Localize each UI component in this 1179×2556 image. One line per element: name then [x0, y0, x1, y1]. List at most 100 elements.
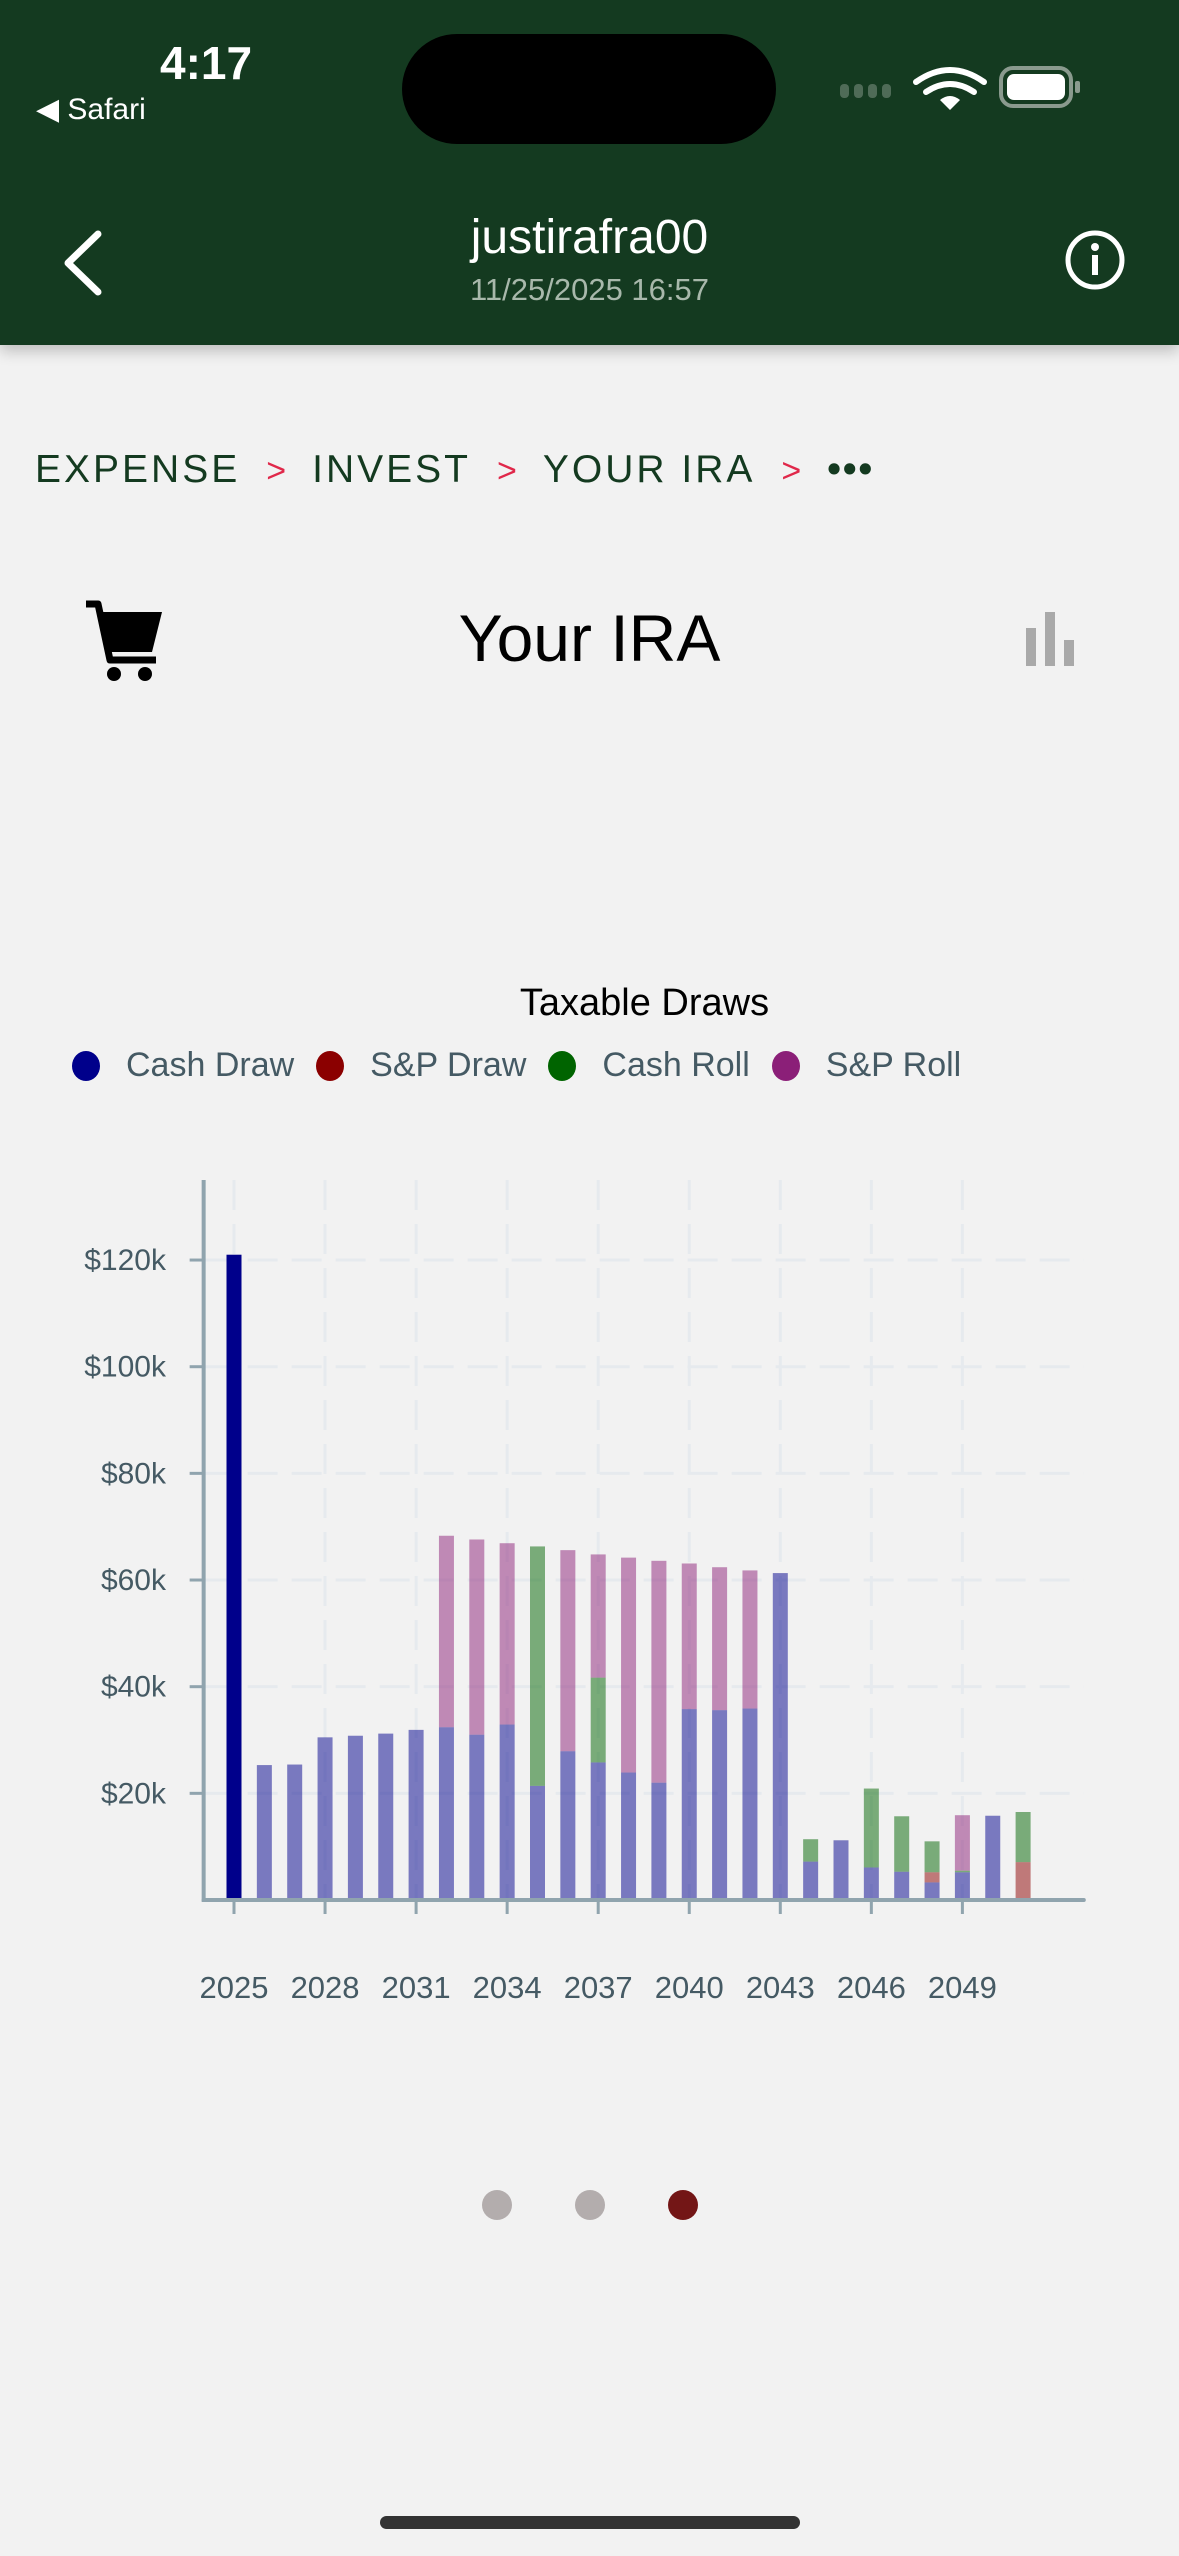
back-to-safari[interactable]: ◀ Safari	[36, 93, 146, 126]
breadcrumb-separator: >	[266, 452, 287, 490]
breadcrumb-your-ira[interactable]: YOUR IRA	[542, 448, 756, 491]
x-tick-label: 2028	[291, 1970, 360, 2005]
header-subtitle: 11/25/2025 16:57	[469, 272, 710, 307]
bar-s-p-draw-2048	[924, 1872, 940, 1883]
dynamic-island	[402, 34, 776, 144]
bar-s-p-roll-2042	[742, 1570, 758, 1709]
breadcrumb: EXPENSE > INVEST > YOUR IRA > •••	[35, 448, 874, 492]
bar-cash-draw-2041	[712, 1710, 728, 1900]
bar-cash-roll-2037	[590, 1677, 606, 1763]
cellular-signal-icon	[840, 84, 891, 98]
info-circle-icon[interactable]	[1063, 228, 1127, 292]
x-tick-label: 2025	[200, 1970, 269, 2005]
status-icons	[840, 66, 1080, 110]
x-tick-label: 2031	[382, 1970, 451, 2005]
bar-cash-draw-2042	[742, 1708, 758, 1900]
bar-cash-roll-2035	[530, 1546, 545, 1786]
bar-cash-draw-2033	[469, 1734, 485, 1900]
breadcrumb-separator: >	[496, 452, 517, 490]
breadcrumb-separator: >	[781, 452, 802, 490]
bar-chart-icon[interactable]	[1022, 610, 1082, 670]
x-tick-label: 2037	[564, 1970, 633, 2005]
x-tick-label: 2046	[837, 1970, 906, 2005]
bar-cash-draw-2032	[438, 1727, 454, 1900]
bar-cash-roll-2051	[1015, 1812, 1031, 1863]
legend-marker	[72, 1050, 100, 1081]
bar-s-p-roll-2041	[712, 1567, 728, 1711]
bar-cash-draw-2037	[590, 1762, 606, 1900]
x-tick-label: 2049	[928, 1970, 997, 2005]
bar-s-p-roll-2049	[954, 1815, 970, 1871]
bar-cash-draw-2044	[803, 1861, 819, 1900]
x-tick-label: 2034	[473, 1970, 542, 2005]
bar-cash-draw-2043	[772, 1573, 788, 1900]
page-title: Your IRA	[458, 601, 721, 675]
wifi-icon	[913, 67, 987, 110]
bar-cash-draw-2047	[894, 1871, 910, 1900]
bar-cash-draw-2038	[621, 1772, 637, 1900]
legend-label: Cash Roll	[602, 1046, 750, 1084]
bar-cash-draw-2050	[985, 1815, 1001, 1900]
legend-label: S&P Draw	[370, 1046, 527, 1084]
bar-s-p-roll-2038	[621, 1557, 637, 1773]
bar-cash-roll-2047	[894, 1816, 910, 1872]
cart-icon[interactable]	[80, 598, 170, 688]
legend-item[interactable]: S&P Draw	[316, 1046, 526, 1085]
x-tick-label: 2040	[655, 1970, 724, 2005]
bar-s-p-roll-2039	[651, 1560, 667, 1783]
bar-cash-draw-2026	[256, 1765, 272, 1900]
breadcrumb-invest[interactable]: INVEST	[312, 448, 471, 491]
y-tick-label: $60k	[101, 1564, 167, 1597]
bar-cash-draw-2049	[954, 1872, 970, 1900]
header-title: justirafra00	[470, 211, 709, 264]
bar-cash-roll-2046	[863, 1788, 879, 1868]
bar-s-p-roll-2036	[560, 1550, 576, 1752]
legend-marker	[316, 1050, 345, 1081]
legend-item[interactable]: S&P Roll	[771, 1046, 962, 1085]
x-tick-label: 2043	[746, 1970, 815, 2005]
bar-cash-draw-2034	[499, 1724, 515, 1900]
legend-marker	[548, 1050, 577, 1081]
bar-cash-draw-2029	[347, 1735, 363, 1900]
bar-s-p-roll-2034	[499, 1543, 515, 1725]
page-dot-1[interactable]	[482, 2190, 512, 2220]
bar-cash-draw-2036	[560, 1751, 576, 1900]
y-tick-label: $120k	[84, 1244, 167, 1277]
bar-s-p-roll-2037	[590, 1554, 606, 1678]
y-tick-label: $80k	[101, 1457, 167, 1490]
status-time: 4:17	[160, 37, 253, 89]
legend-item[interactable]: Cash Draw	[72, 1046, 294, 1085]
legend-label: Cash Draw	[126, 1046, 295, 1084]
legend-marker	[771, 1050, 800, 1081]
bar-cash-draw-2045	[833, 1840, 849, 1900]
page-dot-2[interactable]	[575, 2190, 605, 2220]
y-tick-label: $40k	[101, 1671, 167, 1704]
y-tick-label: $100k	[84, 1351, 167, 1384]
bar-cash-roll-2049	[954, 1870, 970, 1873]
page-dot-3[interactable]	[668, 2190, 698, 2220]
breadcrumb-expense[interactable]: EXPENSE	[35, 448, 241, 491]
chevron-left-icon[interactable]	[58, 228, 108, 298]
bar-cash-draw-2028	[317, 1737, 333, 1900]
bar-cash-draw-2030	[378, 1733, 394, 1900]
bar-cash-draw-2040	[681, 1709, 697, 1900]
battery-icon	[999, 66, 1080, 108]
home-indicator[interactable]	[380, 2516, 800, 2529]
y-tick-label: $20k	[101, 1777, 167, 1810]
bar-s-p-roll-2032	[438, 1535, 454, 1728]
bar-cash-draw-2025	[226, 1254, 242, 1900]
bar-cash-roll-2044	[803, 1839, 819, 1862]
chart-legend: Cash Draw S&P Draw Cash Roll S&P Roll	[72, 1046, 983, 1085]
legend-item[interactable]: Cash Roll	[548, 1046, 750, 1085]
bar-cash-draw-2035	[530, 1785, 545, 1900]
bar-cash-draw-2048	[924, 1882, 940, 1900]
legend-label: S&P Roll	[825, 1046, 962, 1084]
bar-cash-draw-2027	[287, 1764, 303, 1900]
taxable-draws-chart: $20k $40k $60k $80k $100k $120k 2025 2028 2031 20…	[84, 1180, 1086, 2005]
bar-cash-draw-2046	[863, 1867, 879, 1900]
chart-title: Taxable Draws	[519, 982, 770, 1024]
breadcrumb-more[interactable]: •••	[827, 448, 875, 491]
bar-cash-roll-2048	[924, 1841, 940, 1873]
back-app-label: Safari	[67, 93, 146, 126]
bar-s-p-roll-2033	[469, 1539, 485, 1735]
